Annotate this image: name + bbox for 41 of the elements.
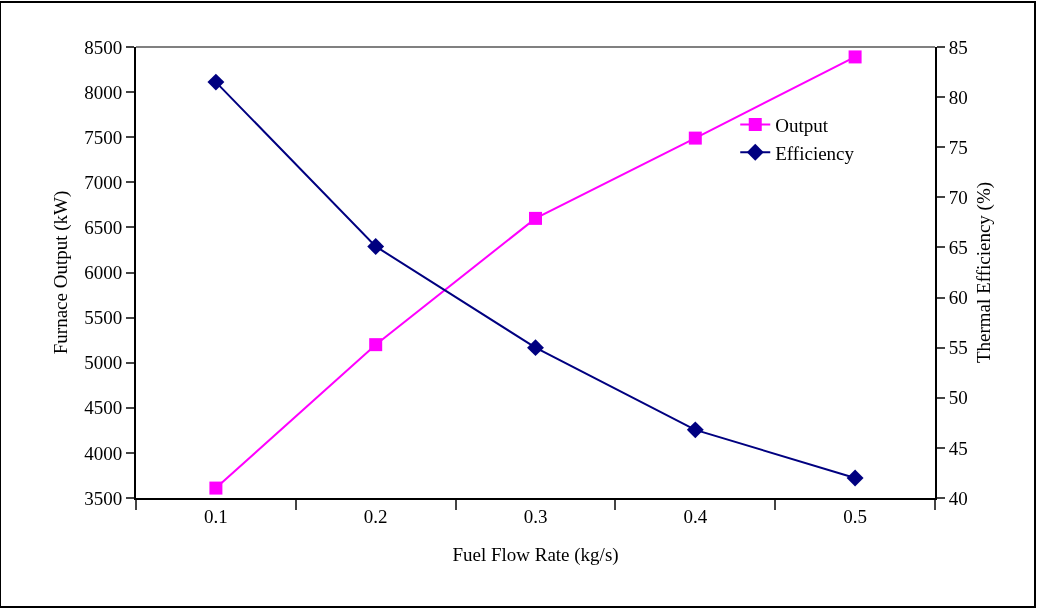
x-axis-title: Fuel Flow Rate (kg/s) xyxy=(452,544,619,567)
point xyxy=(207,73,225,91)
y-tick-label: 7000 xyxy=(84,171,123,193)
x-tick-label: 0.5 xyxy=(843,505,867,527)
y-tick-label: 4000 xyxy=(84,442,123,464)
y2-tick-label: 40 xyxy=(948,487,968,509)
y2-tick-label: 45 xyxy=(948,437,968,459)
legend-label: Output xyxy=(775,114,829,136)
point xyxy=(367,237,385,255)
y2-tick-label: 80 xyxy=(948,86,968,108)
y2-tick-label: 60 xyxy=(948,287,968,309)
x-tick-label: 0.1 xyxy=(204,505,228,527)
y-tick-label: 3500 xyxy=(84,487,123,509)
point xyxy=(529,211,542,225)
point xyxy=(846,469,864,487)
point xyxy=(209,481,223,495)
y-tick-label: 5000 xyxy=(84,352,123,374)
y-tick-label: 6500 xyxy=(84,217,123,239)
y-tick-label: 8500 xyxy=(84,36,123,58)
y-tick-label: 5500 xyxy=(84,307,123,329)
y2-tick-label: 65 xyxy=(948,237,968,259)
y-tick-label: 7500 xyxy=(84,126,123,148)
y2-axis-title: Thermal Efficiency (%) xyxy=(973,181,996,364)
point xyxy=(688,131,702,145)
legend-label: Efficiency xyxy=(775,142,855,164)
x-tick-label: 0.2 xyxy=(363,505,388,527)
y2-tick-label: 55 xyxy=(948,337,968,359)
y2-tick-label: 85 xyxy=(948,36,968,58)
point xyxy=(369,338,383,352)
y2-tick-label: 75 xyxy=(948,136,968,158)
y-axis-title: Furnace Output (kW) xyxy=(49,190,72,355)
point xyxy=(686,421,704,439)
y-tick-label: 4500 xyxy=(84,397,123,419)
y-tick-label: 6000 xyxy=(84,262,123,284)
y2-tick-label: 70 xyxy=(948,186,968,208)
x-tick-label: 0.4 xyxy=(683,505,708,527)
y-tick-label: 8000 xyxy=(84,81,123,103)
point xyxy=(848,50,862,64)
x-tick-label: 0.3 xyxy=(523,505,548,527)
y2-tick-label: 50 xyxy=(948,387,968,409)
point xyxy=(527,339,544,357)
